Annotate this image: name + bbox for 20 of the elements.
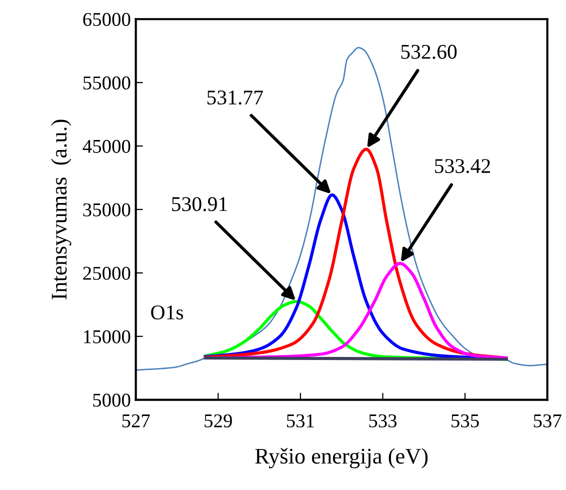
y-tick-label: 5000 [93, 394, 130, 407]
x-axis-title: Ryšio energija (eV) [255, 448, 428, 468]
y-tick-label: 45000 [82, 140, 130, 153]
x-tick-label: 537 [534, 414, 562, 428]
annotation: 532.60 [401, 44, 457, 59]
y-tick-label: 65000 [83, 12, 130, 26]
annotation: 530.91 [172, 197, 227, 212]
x-tick-label: 529 [204, 414, 232, 428]
y-tick-label: 25000 [83, 266, 130, 280]
y-tick-label: 35000 [83, 203, 130, 216]
annotation: 531.77 [207, 90, 263, 105]
annotation: O1s [151, 305, 184, 320]
y-axis-title: Intensyvumas (a.u.) [51, 120, 72, 300]
x-tick-label: 535 [452, 414, 479, 428]
y-tick-label: 55000 [84, 76, 130, 90]
y-tick-label: 15000 [84, 330, 130, 344]
x-tick-label: 527 [122, 414, 150, 428]
annotation: 533.42 [435, 159, 490, 174]
x-tick-label: 533 [369, 414, 397, 428]
x-tick-label: 531 [286, 414, 314, 428]
